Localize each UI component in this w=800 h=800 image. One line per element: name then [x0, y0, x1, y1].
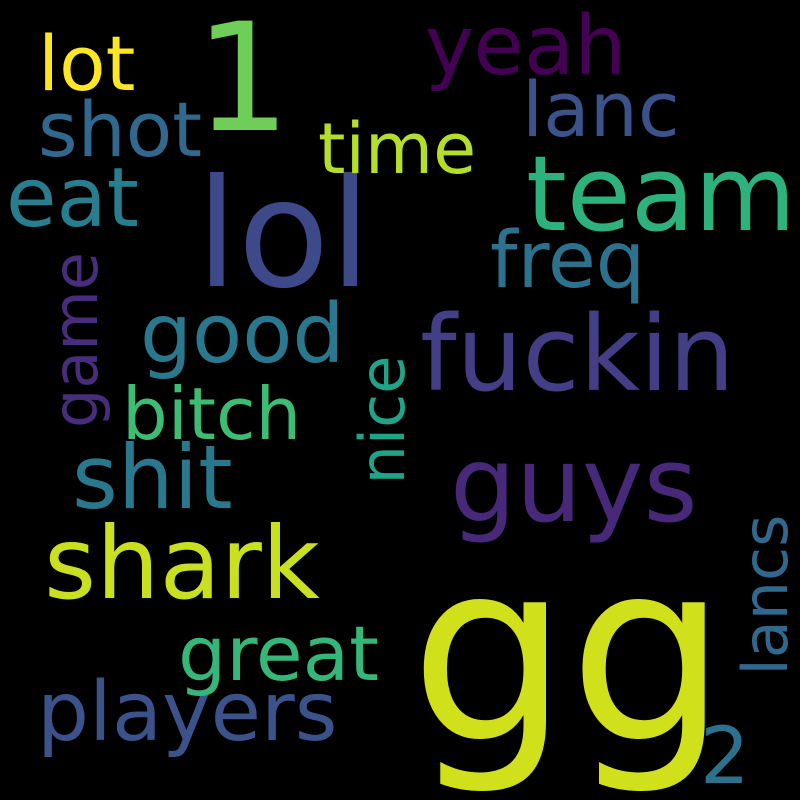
word-guys: guys	[450, 424, 698, 546]
word-shit: shit	[72, 426, 233, 529]
word-fuckin: fuckin	[420, 293, 735, 415]
word-great: great	[178, 609, 379, 698]
word-time: time	[318, 108, 477, 190]
word-good: good	[140, 287, 345, 382]
word-bitch: bitch	[122, 372, 302, 456]
word-nice: nice	[346, 355, 419, 485]
word-shot: shot	[38, 85, 203, 174]
word-yeah: yeah	[425, 0, 627, 94]
word-gg: gg	[410, 507, 728, 798]
word-team: team	[526, 133, 796, 255]
word-1: 1	[195, 0, 291, 166]
word-game: game	[39, 252, 112, 428]
word-lanc: lanc	[522, 65, 680, 154]
word-freq: freq	[490, 216, 646, 306]
word-players: players	[37, 665, 338, 760]
word-lot: lot	[38, 19, 136, 108]
word-lancs: lancs	[729, 514, 800, 676]
word-shark: shark	[44, 505, 320, 622]
word-2: 2	[700, 712, 750, 800]
word-lol: lol	[196, 148, 372, 322]
word-eat: eat	[6, 151, 139, 246]
